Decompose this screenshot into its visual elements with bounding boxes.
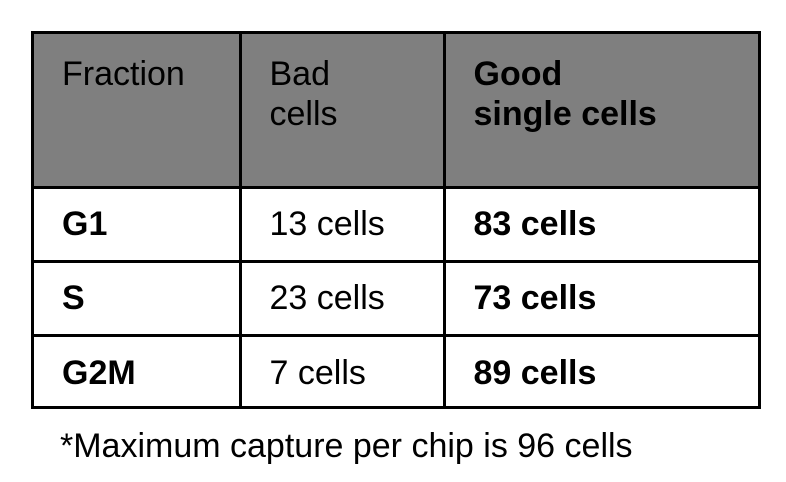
fraction-cell: S [34,259,242,337]
table-header-row: Fraction Bad cells Good single cells [34,34,758,189]
good-cells-cell: 73 cells [442,259,758,337]
good-cells-cell: 89 cells [442,333,758,409]
footnote: *Maximum capture per chip is 96 cells [60,427,633,465]
fraction-cell: G2M [34,333,242,409]
header-fraction: Fraction [34,34,242,189]
header-bad-cells-line-1: Bad [269,55,331,93]
bad-cells-cell: 23 cells [238,259,446,337]
bad-cells-cell: 13 cells [238,185,446,263]
header-good-single-cells: Good single cells [442,34,758,189]
header-bad-cells-line-2: cells [269,95,338,133]
bad-cells-cell: 7 cells [238,333,446,409]
table-row: S 23 cells 73 cells [34,259,758,337]
header-bad-cells: Bad cells [238,34,446,189]
good-cells-cell: 83 cells [442,185,758,263]
cell-capture-table: Fraction Bad cells Good single cells G1 … [34,34,758,409]
header-good-cells-line-2: single cells [473,95,657,133]
header-fraction-label: Fraction [62,55,185,93]
header-good-cells-line-1: Good [473,55,563,93]
cell-capture-table-frame: Fraction Bad cells Good single cells G1 … [31,31,761,409]
fraction-cell: G1 [34,185,242,263]
table-row: G2M 7 cells 89 cells [34,333,758,409]
table-row: G1 13 cells 83 cells [34,185,758,263]
